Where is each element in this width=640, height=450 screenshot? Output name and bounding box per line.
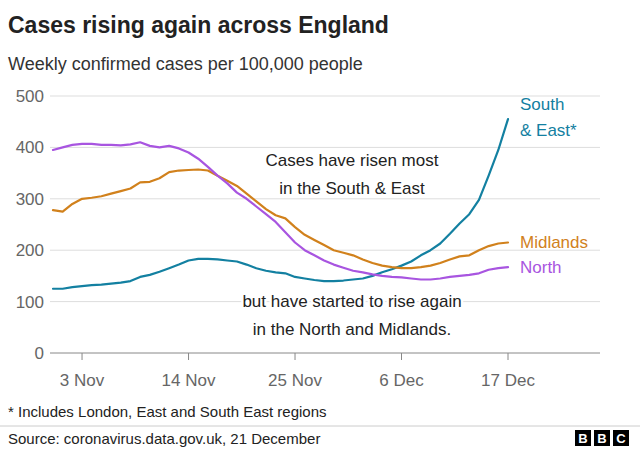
y-tick-label: 0 <box>35 344 44 363</box>
y-tick-label: 300 <box>16 190 44 209</box>
series-label-line: & East* <box>520 121 577 140</box>
logo: BBC <box>578 431 626 446</box>
annotation: but have started to rise again <box>242 292 461 311</box>
series-line <box>53 142 508 279</box>
x-tick <box>82 353 83 360</box>
series-label-line: South <box>520 95 564 114</box>
grid-line <box>50 147 600 148</box>
x-tick-label: 6 Dec <box>379 371 424 390</box>
x-tick <box>508 353 509 360</box>
footnote: * Includes London, East and South East r… <box>8 403 327 420</box>
y-tick-label: 100 <box>16 293 44 312</box>
series-label: South & East* <box>520 95 577 140</box>
x-tick-label: 3 Nov <box>60 371 105 390</box>
series-line <box>53 119 508 289</box>
x-tick-label: 25 Nov <box>268 371 322 390</box>
y-tick-label: 400 <box>16 138 44 157</box>
series-line <box>53 170 508 269</box>
grid-line <box>50 96 600 97</box>
y-tick-label: 200 <box>16 241 44 260</box>
chart: Cases rising again across England Weekly … <box>0 0 640 450</box>
x-tick <box>401 353 402 360</box>
rule <box>0 426 640 427</box>
subtitle: Weekly confirmed cases per 100,000 peopl… <box>8 54 363 74</box>
baseline <box>50 353 600 354</box>
x-tick <box>188 353 189 360</box>
annotation: Cases have risen most <box>266 151 439 170</box>
x-tick <box>295 353 296 360</box>
grid-line <box>50 250 600 251</box>
x-tick-label: 17 Dec <box>481 371 535 390</box>
source: Source: coronavirus.data.gov.uk, 21 Dece… <box>8 430 320 447</box>
series-label: North <box>520 258 562 277</box>
grid-line <box>50 198 600 199</box>
y-tick-label: 500 <box>16 87 44 106</box>
series-label: Midlands <box>520 233 588 252</box>
x-tick-label: 14 Nov <box>162 371 216 390</box>
annotation: in the South & East <box>279 179 425 198</box>
annotation: in the North and Midlands. <box>253 320 451 339</box>
title: Cases rising again across England <box>8 12 389 38</box>
plot-area <box>53 119 508 289</box>
